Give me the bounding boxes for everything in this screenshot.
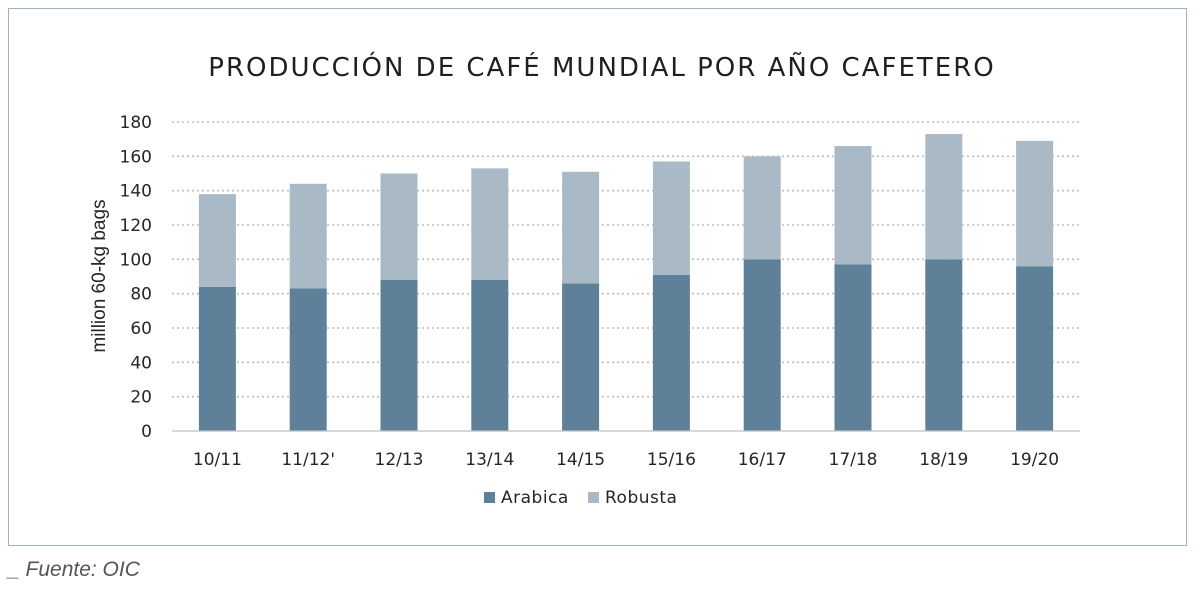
bar-robusta xyxy=(743,156,781,260)
legend-swatch xyxy=(588,492,599,503)
bar-robusta xyxy=(198,194,236,287)
y-tick-label: 100 xyxy=(120,250,152,270)
x-tick-label: 18/19 xyxy=(919,450,968,470)
bar-robusta xyxy=(834,146,872,265)
bar-arabica xyxy=(289,288,327,431)
x-tick-label: 19/20 xyxy=(1010,450,1059,470)
bar-arabica xyxy=(380,279,418,431)
legend-swatch xyxy=(484,492,495,503)
x-tick-label: 15/16 xyxy=(647,450,696,470)
y-axis-label: million 60-kg bags xyxy=(89,199,110,352)
y-tick-label: 20 xyxy=(130,388,152,408)
y-tick-label: 80 xyxy=(130,285,152,305)
x-tick-label: 14/15 xyxy=(556,450,605,470)
bar-arabica xyxy=(562,283,600,431)
bar-robusta xyxy=(562,171,600,284)
source-note: _ Fuente: OIC xyxy=(8,558,140,581)
y-tick-label: 60 xyxy=(130,319,152,339)
bars xyxy=(198,134,1054,431)
bar-arabica xyxy=(743,259,781,431)
x-tick-label: 11/12' xyxy=(281,450,335,470)
bar-arabica xyxy=(471,279,509,431)
bar-arabica xyxy=(198,286,236,431)
bar-arabica xyxy=(1016,266,1054,431)
bar-robusta xyxy=(471,168,509,280)
y-tick-label: 160 xyxy=(120,147,152,167)
bar-robusta xyxy=(925,134,963,260)
axes: 0 20 40 60 80 100 120 140 160 180 10/11 11/12' 12/13… xyxy=(120,113,1080,470)
legend-label: Arabica xyxy=(501,488,569,508)
x-tick-label: 16/17 xyxy=(738,450,787,470)
bar-arabica xyxy=(834,264,872,431)
chart-title: PRODUCCIÓN DE CAFÉ MUNDIAL POR AÑO CAFET… xyxy=(208,51,995,83)
bar-robusta xyxy=(652,161,690,275)
y-tick-label: 0 xyxy=(141,422,152,442)
x-tick-label: 17/18 xyxy=(829,450,878,470)
bar-robusta xyxy=(380,173,418,280)
y-tick-label: 180 xyxy=(120,113,152,133)
y-tick-label: 140 xyxy=(120,182,152,202)
x-tick-label: 12/13 xyxy=(375,450,424,470)
bar-robusta xyxy=(1016,140,1054,267)
legend-label: Robusta xyxy=(605,488,677,508)
bar-arabica xyxy=(925,259,963,431)
legend: Arabica Robusta xyxy=(484,488,677,508)
x-tick-label: 13/14 xyxy=(465,450,514,470)
x-tick-label: 10/11 xyxy=(193,450,242,470)
bar-arabica xyxy=(652,274,690,431)
bar-robusta xyxy=(289,183,327,289)
y-tick-label: 120 xyxy=(120,216,152,236)
y-tick-label: 40 xyxy=(130,353,152,373)
